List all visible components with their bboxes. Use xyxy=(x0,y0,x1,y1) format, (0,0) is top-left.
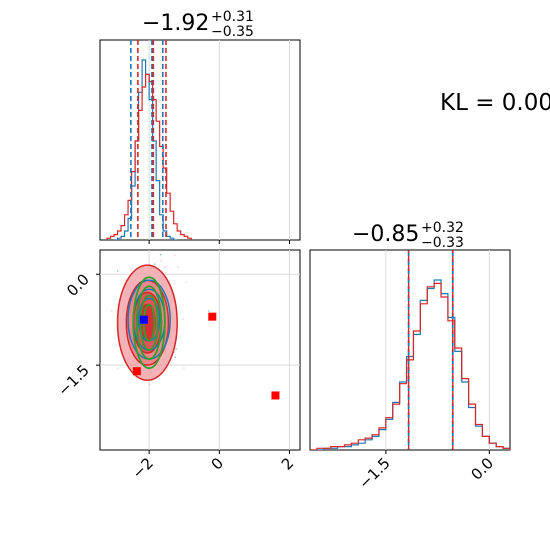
marginal-1-title: −1.92 +0.31 −0.35 xyxy=(142,9,254,40)
contour-level xyxy=(135,285,163,360)
sample-point xyxy=(176,266,179,268)
sample-point xyxy=(116,270,119,272)
marginal-1-title-plus: +0.31 xyxy=(211,9,254,25)
marginal-panel-2: −1.5 0.0 −0.85 +0.32 −0.33 xyxy=(309,220,511,493)
histogram-series xyxy=(106,73,192,240)
sample-point xyxy=(174,356,177,359)
y-tick-label: −1.5 xyxy=(54,361,92,399)
histogram-series xyxy=(114,59,178,240)
marginal-2-title-minus: −0.33 xyxy=(421,235,464,251)
marginal-1-frame xyxy=(99,39,301,241)
marginal-2-title-plus: +0.32 xyxy=(421,220,464,236)
marginal-1-title-median: −1.92 xyxy=(142,11,209,36)
sample-point xyxy=(164,266,167,269)
sample-point xyxy=(116,367,119,370)
marginal-2-title: −0.85 +0.32 −0.33 xyxy=(352,220,464,251)
x-tick-label: 0 xyxy=(208,454,227,473)
sample-point xyxy=(110,310,113,313)
marker-square xyxy=(208,312,217,321)
sample-point xyxy=(153,263,156,266)
marginal-1-title-minus: −0.35 xyxy=(211,24,254,40)
x-tick-label: 0.0 xyxy=(468,454,498,484)
sample-point xyxy=(148,383,151,386)
sample-point xyxy=(174,254,176,257)
x-tick-label: −1.5 xyxy=(355,454,393,492)
marginal-panel-1: −1.92 +0.31 −0.35 xyxy=(99,9,301,244)
x-tick-label: −2 xyxy=(129,454,157,482)
joint-panel: −2 0 2 0.0 −1.5 xyxy=(54,249,301,482)
marginal-2-title-median: −0.85 xyxy=(352,222,419,247)
marker-square xyxy=(139,315,148,324)
sample-point xyxy=(129,268,132,271)
sample-point xyxy=(159,259,162,262)
sample-point xyxy=(159,253,162,256)
kl-annotation: KL = 0.00 xyxy=(440,90,550,116)
histogram-series xyxy=(310,279,510,450)
marker-square xyxy=(132,367,141,376)
sample-point xyxy=(183,367,185,369)
sample-point xyxy=(207,310,210,312)
sample-point xyxy=(185,281,188,283)
histogram-series xyxy=(310,282,510,450)
marker-square xyxy=(271,391,280,400)
y-tick-label: 0.0 xyxy=(63,270,93,300)
sample-point xyxy=(182,318,185,321)
contour-level xyxy=(132,276,166,370)
sample-point xyxy=(175,348,178,350)
x-tick-label: 2 xyxy=(278,454,297,473)
marginal-2-frame xyxy=(309,249,511,451)
